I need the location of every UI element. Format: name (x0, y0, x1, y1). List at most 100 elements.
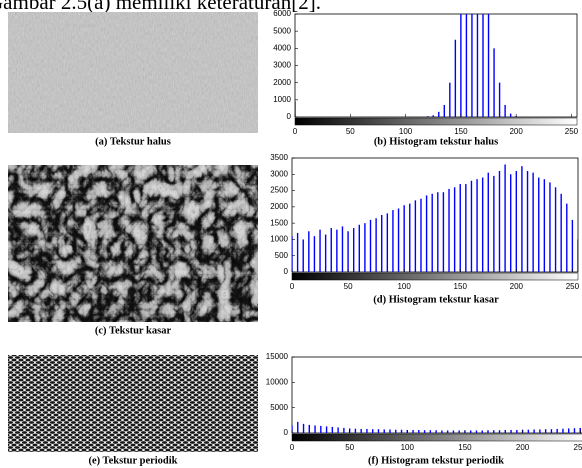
histogram-bar (377, 429, 380, 433)
histogram-bar (437, 192, 439, 272)
histogram-bar (526, 171, 529, 272)
histogram-bar (314, 425, 316, 433)
histogram-bar (481, 430, 483, 433)
histogram-bar (504, 429, 506, 433)
x-tick-label: 200 (510, 282, 524, 291)
y-tick-label: 5000 (270, 403, 288, 412)
grayscale-bar (291, 433, 582, 442)
histogram-bar (527, 429, 530, 433)
histogram-bar (343, 427, 345, 433)
histogram-bar (308, 424, 310, 433)
x-tick-label: 0 (290, 443, 295, 452)
histogram-bar (336, 229, 338, 272)
histogram-bar (412, 429, 414, 433)
histogram-bar (395, 429, 397, 433)
histogram-bar (487, 172, 489, 272)
x-tick-label: 50 (346, 127, 355, 136)
histogram-bar (324, 234, 327, 272)
histogram-bar (554, 187, 557, 272)
histogram-bar (453, 187, 456, 272)
histogram-bar (482, 14, 484, 117)
chart-caption: (f) Histogram tekstur periodik (368, 455, 504, 466)
y-tick-label: 0 (284, 267, 289, 276)
histogram-bar (465, 14, 468, 117)
histogram-bar (400, 429, 403, 433)
plot-frame (291, 157, 579, 273)
histogram-bar (571, 219, 574, 272)
histogram-bar (429, 430, 432, 433)
histogram-bar (442, 192, 445, 272)
histogram-bar (441, 430, 443, 433)
histogram-bar (516, 429, 518, 433)
histogram-bar (476, 179, 478, 272)
histogram-bar (386, 213, 389, 272)
y-tick-label: 1000 (270, 235, 288, 244)
histogram-bar (435, 430, 437, 433)
y-tick-label: 2000 (273, 78, 291, 87)
y-tick-label: 5000 (273, 26, 291, 35)
histogram-bar (337, 427, 339, 433)
histogram-bar (375, 218, 377, 272)
histogram-bar (403, 205, 405, 272)
histogram-bar (292, 236, 293, 272)
histogram-bar (465, 184, 467, 272)
histogram-bar (539, 429, 541, 433)
bars (295, 14, 517, 117)
y-tick-label: 2000 (270, 202, 288, 211)
histogram-bar (459, 184, 461, 272)
histogram-bar (498, 171, 501, 272)
y-tick-label: 1500 (270, 218, 288, 227)
histogram-bar (295, 101, 296, 117)
histogram-bar (425, 195, 428, 272)
histogram-bar (493, 175, 495, 272)
histogram-bar (443, 104, 445, 117)
histogram-bar (341, 226, 344, 272)
histogram-bar (550, 429, 553, 433)
grayscale-bar (291, 272, 579, 281)
image-caption: (c) Tekstur kasar (95, 325, 172, 336)
histogram-bar (381, 215, 383, 272)
histogram-bar (366, 428, 368, 433)
x-tick-label: 250 (574, 443, 582, 452)
histogram-bar (458, 430, 460, 433)
histogram-bar (296, 232, 299, 272)
histogram-bar (438, 111, 440, 117)
texture-cracks (8, 165, 258, 322)
y-tick-label: 0 (284, 428, 289, 437)
x-tick-label: 250 (566, 282, 580, 291)
x-tick-label: 100 (397, 282, 411, 291)
histogram-bar (487, 430, 489, 433)
histogram-bar (452, 430, 455, 433)
histogram-bar (414, 200, 417, 272)
histogram-bar (389, 429, 391, 433)
x-tick-label: 150 (454, 127, 468, 136)
histogram-bar (510, 174, 512, 272)
y-tick-label: 3000 (273, 61, 291, 70)
plot-frame (291, 356, 582, 434)
histogram-bar (460, 14, 462, 117)
histogram-bar (313, 236, 316, 272)
histogram-bar (515, 171, 518, 272)
y-tick-label: 2500 (270, 186, 288, 195)
x-tick-label: 0 (290, 282, 295, 291)
x-tick-label: 50 (345, 443, 354, 452)
histogram-bar (543, 179, 546, 272)
histogram-bar (471, 14, 473, 117)
histogram-bar (549, 182, 551, 272)
x-tick-label: 200 (509, 127, 523, 136)
histogram-bar (509, 113, 512, 117)
histogram-bar (556, 428, 558, 433)
histogram-bar (364, 223, 366, 272)
histogram-bar (470, 180, 473, 272)
grayscale-bar (294, 117, 578, 126)
histogram-bar (577, 239, 578, 272)
histogram-bar (427, 116, 429, 117)
histogram-bar (481, 177, 484, 272)
histogram-bar (320, 425, 322, 433)
histogram-bar (431, 193, 433, 272)
histogram-bar (372, 429, 374, 433)
image-caption: (e) Tekstur periodik (88, 455, 177, 466)
histogram-bar (446, 430, 449, 433)
histogram-bar (392, 210, 394, 272)
